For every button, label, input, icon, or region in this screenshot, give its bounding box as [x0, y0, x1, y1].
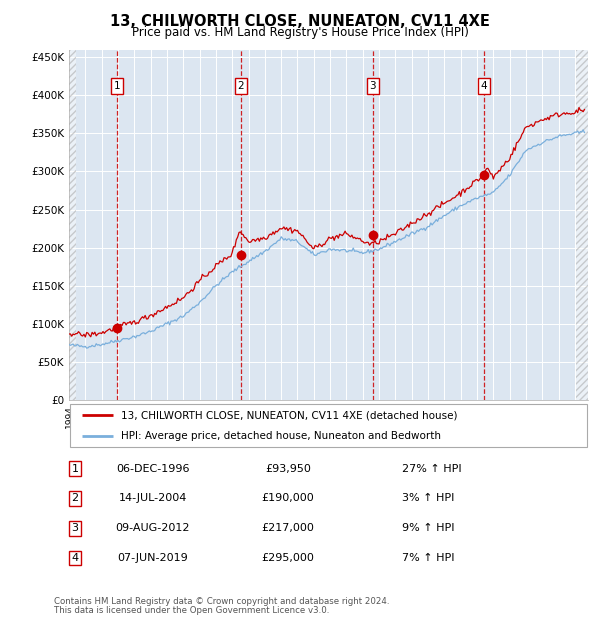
Text: 27% ↑ HPI: 27% ↑ HPI	[402, 464, 461, 474]
Text: £93,950: £93,950	[265, 464, 311, 474]
Text: 3: 3	[370, 81, 376, 91]
Text: 9% ↑ HPI: 9% ↑ HPI	[402, 523, 455, 533]
Bar	[576, 50, 588, 400]
Text: £190,000: £190,000	[262, 494, 314, 503]
Text: 4: 4	[481, 81, 488, 91]
Text: £295,000: £295,000	[262, 553, 314, 563]
Text: 14-JUL-2004: 14-JUL-2004	[119, 494, 187, 503]
Text: 2: 2	[238, 81, 244, 91]
Text: Contains HM Land Registry data © Crown copyright and database right 2024.: Contains HM Land Registry data © Crown c…	[54, 597, 389, 606]
Text: HPI: Average price, detached house, Nuneaton and Bedworth: HPI: Average price, detached house, Nune…	[121, 430, 441, 441]
Text: 7% ↑ HPI: 7% ↑ HPI	[402, 553, 455, 563]
Text: 09-AUG-2012: 09-AUG-2012	[116, 523, 190, 533]
Text: Price paid vs. HM Land Registry's House Price Index (HPI): Price paid vs. HM Land Registry's House …	[131, 26, 469, 39]
Text: 13, CHILWORTH CLOSE, NUNEATON, CV11 4XE (detached house): 13, CHILWORTH CLOSE, NUNEATON, CV11 4XE …	[121, 410, 457, 420]
Text: This data is licensed under the Open Government Licence v3.0.: This data is licensed under the Open Gov…	[54, 606, 329, 615]
Bar	[69, 50, 76, 400]
Text: £217,000: £217,000	[262, 523, 314, 533]
Text: 13, CHILWORTH CLOSE, NUNEATON, CV11 4XE: 13, CHILWORTH CLOSE, NUNEATON, CV11 4XE	[110, 14, 490, 29]
Text: 1: 1	[71, 464, 79, 474]
Text: 2: 2	[71, 494, 79, 503]
Text: 3% ↑ HPI: 3% ↑ HPI	[402, 494, 454, 503]
Text: 1: 1	[113, 81, 120, 91]
FancyBboxPatch shape	[70, 404, 587, 447]
Text: 06-DEC-1996: 06-DEC-1996	[116, 464, 190, 474]
Text: 07-JUN-2019: 07-JUN-2019	[118, 553, 188, 563]
Text: 3: 3	[71, 523, 79, 533]
Text: 4: 4	[71, 553, 79, 563]
